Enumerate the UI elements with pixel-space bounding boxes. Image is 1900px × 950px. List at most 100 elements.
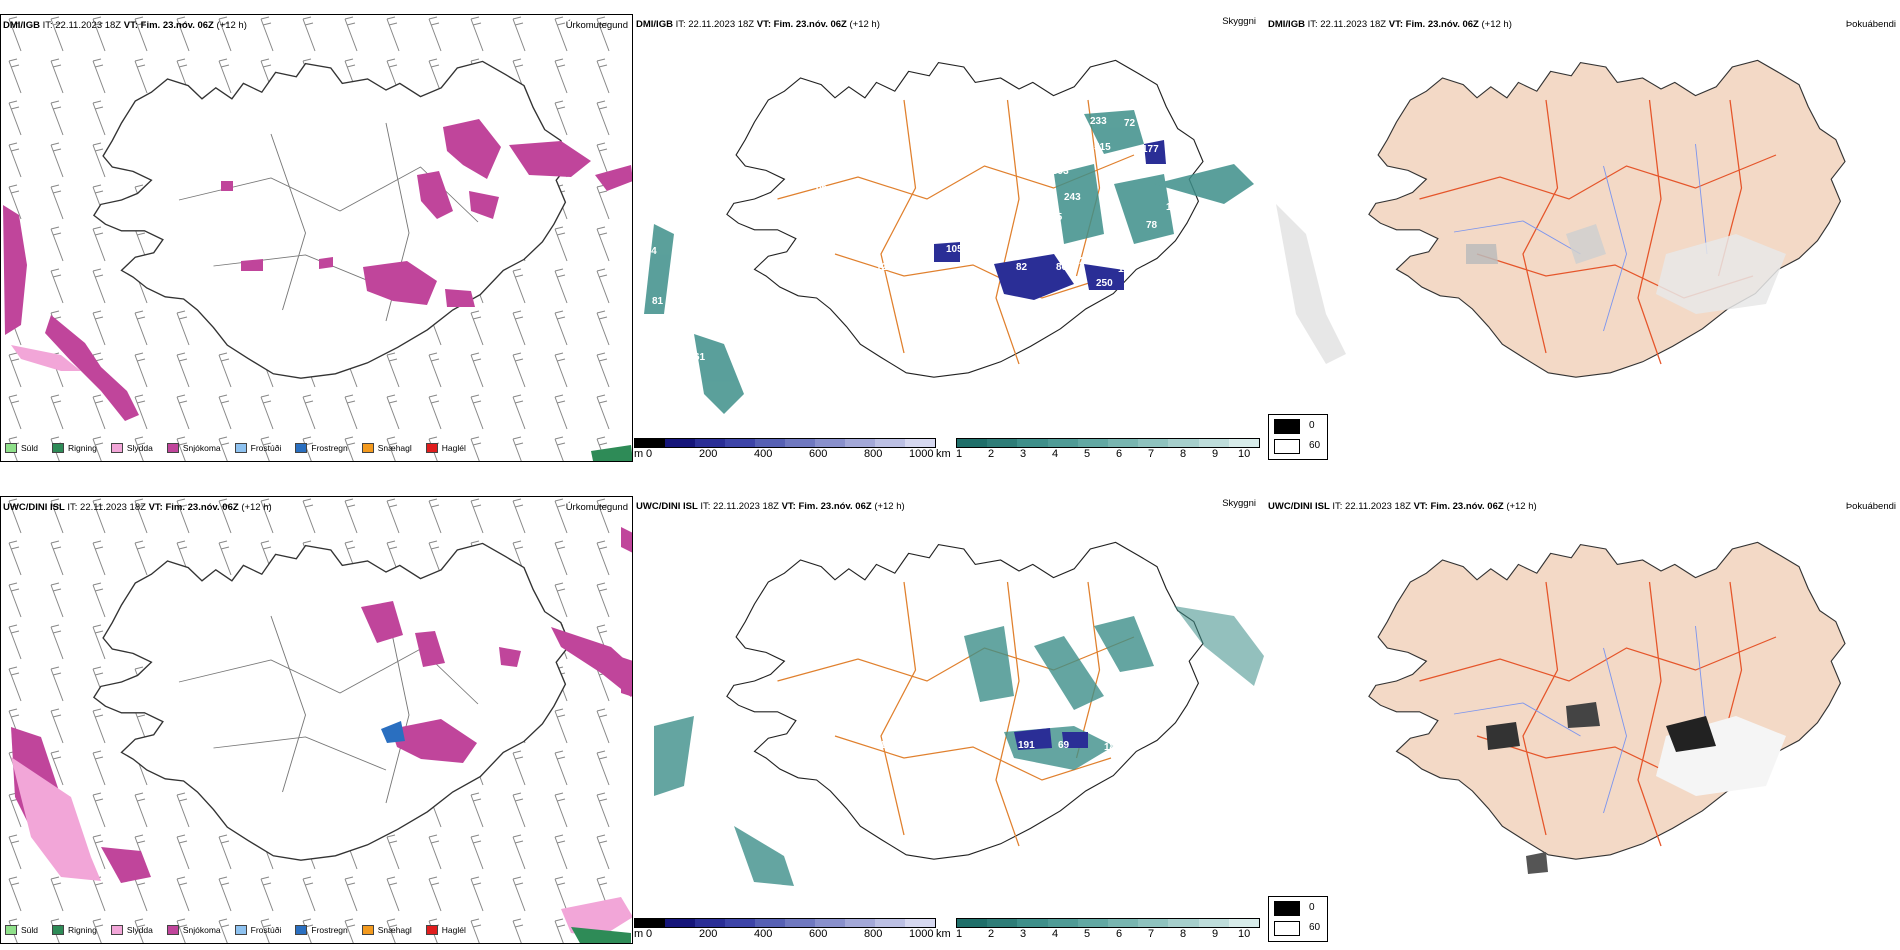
height-colorbar-top: m 0 200 400 600 800 1000 bbox=[634, 438, 936, 464]
svg-text:86: 86 bbox=[816, 182, 828, 193]
height-bin bbox=[875, 439, 905, 447]
svg-text:393: 393 bbox=[1052, 166, 1069, 177]
vis-bin bbox=[1228, 919, 1260, 927]
vis-bin bbox=[987, 439, 1018, 447]
height-unit: m bbox=[634, 928, 644, 940]
legend-item: Súld bbox=[5, 925, 38, 935]
height-tick: 400 bbox=[754, 448, 773, 460]
visibility-header-bottom: UWC/DINI ISL IT: 22.11.2023 18Z VT: Fim.… bbox=[636, 501, 905, 512]
height-tick: 1000 bbox=[909, 928, 934, 940]
height-bin bbox=[695, 919, 725, 927]
fog-legend-min: 0 bbox=[1309, 902, 1315, 913]
height-bin bbox=[785, 439, 815, 447]
fog-panel-top: DMI/IGB IT: 22.11.2023 18Z VT: Fim. 23.n… bbox=[1266, 14, 1900, 462]
visibility-title-bottom: Skyggni bbox=[1222, 498, 1256, 509]
precip-legend-bottom: Súld Rigning Slydda Snjókoma Frostúði Fr… bbox=[5, 921, 480, 939]
legend-item: Snæhagl bbox=[361, 443, 412, 453]
vis-tick: 6 bbox=[1116, 928, 1123, 940]
vis-bin bbox=[1138, 919, 1169, 927]
svg-text:185: 185 bbox=[1104, 742, 1121, 753]
vis-bin bbox=[1047, 919, 1078, 927]
legend-item: Rigning bbox=[52, 925, 97, 935]
fog-areas-bottom bbox=[1486, 702, 1786, 874]
precip-panel-top: DMI/IGB IT: 22.11.2023 18Z VT: Fim. 23.n… bbox=[0, 14, 633, 462]
svg-text:69: 69 bbox=[1058, 740, 1070, 751]
fog-panel-bottom: UWC/DINI ISL IT: 22.11.2023 18Z VT: Fim.… bbox=[1266, 496, 1900, 944]
height-tick: 600 bbox=[809, 448, 828, 460]
vis-tick: 5 bbox=[1084, 928, 1091, 940]
vis-bin bbox=[1138, 439, 1169, 447]
vis-tick: 3 bbox=[1020, 448, 1027, 460]
low-visibility-areas-bottom bbox=[654, 606, 1264, 886]
fog-legend-bottom: 0 60 bbox=[1268, 896, 1328, 942]
svg-text:209: 209 bbox=[948, 726, 965, 737]
height-bin bbox=[635, 919, 665, 927]
visibility-values-bottom: 209 159 191 69 185 158 72 bbox=[710, 726, 1121, 873]
precip-map-top bbox=[1, 15, 632, 461]
visibility-map-top: 233 72 515 177 393 392 243 115 118 78 11… bbox=[640, 59, 1254, 414]
precip-legend-top: Súld Rigning Slydda Snjókoma Frostúði Fr… bbox=[5, 439, 480, 457]
vis-tick: 4 bbox=[1052, 448, 1059, 460]
svg-text:78: 78 bbox=[1146, 220, 1158, 231]
height-bin bbox=[905, 439, 935, 447]
vis-tick: 5 bbox=[1084, 448, 1091, 460]
visibility-values-top: 233 72 515 177 393 392 243 115 118 78 11… bbox=[640, 116, 1189, 391]
svg-text:72: 72 bbox=[910, 862, 922, 873]
vis-bin bbox=[1017, 439, 1048, 447]
visibility-title-top: Skyggni bbox=[1222, 16, 1256, 27]
legend-item: Frostúði bbox=[234, 925, 281, 935]
svg-text:894: 894 bbox=[640, 246, 657, 257]
vis-tick: 6 bbox=[1116, 448, 1123, 460]
vis-unit: km bbox=[936, 448, 951, 460]
precip-title-bottom: Úrkomutegund bbox=[565, 502, 628, 513]
svg-text:81: 81 bbox=[652, 296, 664, 307]
height-bin bbox=[635, 439, 665, 447]
legend-item: Frostregn bbox=[295, 443, 348, 453]
legend-item: Slydda bbox=[110, 443, 153, 453]
legend-item: Frostúði bbox=[234, 443, 281, 453]
svg-text:134: 134 bbox=[924, 380, 941, 391]
fog-legend-max: 60 bbox=[1309, 922, 1321, 933]
vis-bin bbox=[1198, 439, 1229, 447]
svg-text:72: 72 bbox=[1124, 118, 1136, 129]
height-colorbar-bottom: m 0 200 400 600 800 1000 bbox=[634, 918, 936, 944]
vis-tick: 10 bbox=[1238, 448, 1251, 460]
model-name: DMI/IGB bbox=[3, 20, 40, 31]
precip-panel-bottom: UWC/DINI ISL IT: 22.11.2023 18Z VT: Fim.… bbox=[0, 496, 633, 944]
svg-text:243: 243 bbox=[1064, 192, 1081, 203]
valid-label: VT: bbox=[123, 20, 139, 31]
vis-bin bbox=[1228, 439, 1260, 447]
visibility-colorbar-bottom: km 1 2 3 4 5 6 7 8 9 10 bbox=[936, 918, 1260, 944]
low-visibility-dark-top bbox=[934, 140, 1166, 300]
vis-bin bbox=[1047, 439, 1078, 447]
vis-bin bbox=[1017, 919, 1048, 927]
height-tick: 200 bbox=[699, 928, 718, 940]
height-tick: 400 bbox=[754, 928, 773, 940]
vis-tick: 8 bbox=[1180, 928, 1187, 940]
legend-item: Haglél bbox=[425, 443, 466, 453]
svg-text:125: 125 bbox=[1074, 256, 1091, 267]
vis-bin bbox=[1168, 439, 1199, 447]
low-visibility-dark-bottom bbox=[1014, 728, 1088, 750]
visibility-panel-top: 233 72 515 177 393 392 243 115 118 78 11… bbox=[634, 14, 1266, 462]
vis-tick: 2 bbox=[988, 928, 995, 940]
height-bin bbox=[785, 919, 815, 927]
fog-map-top bbox=[1276, 59, 1846, 378]
legend-item: Haglél bbox=[425, 925, 466, 935]
fog-legend-max: 60 bbox=[1309, 440, 1321, 451]
height-bin bbox=[815, 919, 845, 927]
precip-header-top: DMI/IGB IT: 22.11.2023 18Z VT: Fim. 23.n… bbox=[3, 20, 247, 31]
legend-item: Slydda bbox=[110, 925, 153, 935]
fog-header-top: DMI/IGB IT: 22.11.2023 18Z VT: Fim. 23.n… bbox=[1268, 19, 1512, 30]
height-tick: 600 bbox=[809, 928, 828, 940]
visibility-colorbar-top: km 1 2 3 4 5 6 7 8 9 10 bbox=[936, 438, 1260, 464]
precip-title-top: Úrkomutegund bbox=[565, 20, 628, 31]
vis-bin bbox=[1077, 439, 1109, 447]
legend-item: Snjókoma bbox=[166, 925, 221, 935]
height-bin bbox=[845, 919, 875, 927]
vis-tick: 3 bbox=[1020, 928, 1027, 940]
legend-item: Súld bbox=[5, 443, 38, 453]
visibility-panel-bottom: 209 159 191 69 185 158 72 UWC/DINI ISL I… bbox=[634, 496, 1266, 944]
svg-text:61: 61 bbox=[694, 352, 706, 363]
svg-text:105: 105 bbox=[946, 244, 963, 255]
